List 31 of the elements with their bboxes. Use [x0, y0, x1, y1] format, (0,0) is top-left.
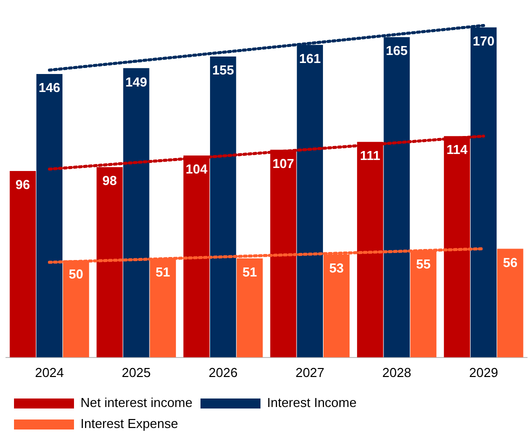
x-tick-label: 2029: [469, 364, 498, 380]
data-label: 51: [242, 264, 257, 280]
data-label: 96: [16, 177, 30, 192]
bar: [123, 68, 150, 358]
x-tick-label: 2024: [34, 364, 64, 380]
data-label: 50: [68, 266, 84, 282]
data-label: 53: [329, 260, 344, 276]
data-label: 114: [446, 142, 468, 158]
data-label: 51: [156, 264, 170, 280]
data-label: 104: [186, 162, 208, 177]
data-label: 107: [272, 156, 294, 171]
data-label: 55: [416, 256, 431, 272]
data-label: 98: [102, 173, 117, 188]
x-tick-label: 2026: [208, 364, 238, 380]
x-tick-label: 2028: [382, 364, 412, 380]
data-label: 170: [472, 33, 494, 48]
data-label: 146: [38, 80, 60, 96]
x-tick-label: 2025: [122, 364, 151, 380]
data-label: 161: [299, 50, 321, 66]
data-label: 111: [360, 148, 380, 164]
bar: [497, 248, 524, 358]
data-label: 56: [502, 254, 518, 270]
legend-label: Interest Income: [266, 395, 357, 410]
data-label: 165: [386, 43, 408, 58]
legend-label: Net interest income: [80, 395, 192, 410]
legend-label: Interest Expense: [80, 416, 178, 432]
x-tick-label: 2027: [295, 364, 324, 380]
data-label: 149: [125, 74, 148, 90]
bar: [36, 74, 62, 358]
data-label: 155: [212, 62, 234, 78]
bar: [10, 171, 36, 358]
